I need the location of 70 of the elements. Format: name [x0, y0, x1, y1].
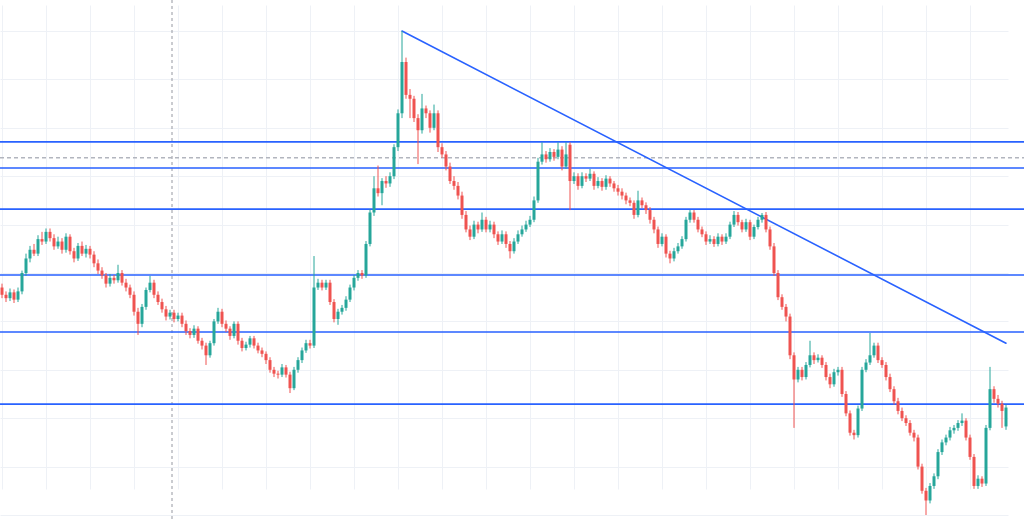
candlestick [600, 177, 604, 192]
candlestick [876, 342, 880, 364]
candlestick [552, 148, 556, 162]
candlestick [712, 235, 716, 248]
candlestick [4, 290, 8, 303]
candlestick [616, 184, 620, 197]
candlestick [376, 165, 380, 198]
candlestick [84, 244, 88, 259]
candlestick [336, 308, 340, 326]
candlestick [472, 220, 476, 240]
candlestick [64, 232, 68, 254]
candlestick [716, 232, 720, 247]
candlestick [1000, 400, 1004, 429]
candlestick [36, 234, 40, 257]
candlestick [584, 172, 588, 183]
candlestick [116, 264, 120, 284]
candlestick [868, 332, 872, 366]
candlestick [748, 219, 752, 241]
candlestick [520, 225, 524, 238]
candlestick [192, 324, 196, 339]
candlestick [760, 212, 764, 224]
candlestick [1004, 404, 1008, 431]
candlestick [744, 218, 748, 233]
candlestick [320, 279, 324, 291]
candlestick [32, 243, 36, 257]
candlestick [428, 109, 432, 134]
candlestick [8, 287, 12, 302]
candlestick [660, 232, 664, 247]
candlestick [108, 273, 112, 288]
candlestick [604, 174, 608, 191]
candlestick [432, 104, 436, 131]
candlestick [548, 147, 552, 163]
candlestick [188, 327, 192, 339]
candlestick [228, 325, 232, 341]
candlestick [620, 187, 624, 200]
candlestick [980, 475, 984, 488]
candlestick [184, 319, 188, 336]
candlestick [0, 283, 4, 299]
candlestick [592, 170, 596, 191]
candlestick [96, 258, 100, 275]
candlestick [812, 351, 816, 365]
candlestick [572, 171, 576, 185]
candlestick [168, 309, 172, 320]
candlestick [636, 190, 640, 218]
candlestick [220, 308, 224, 328]
candlestick [588, 168, 592, 182]
candlestick [596, 176, 600, 189]
candlestick [52, 233, 56, 251]
candlestick [288, 371, 292, 394]
candlestick [556, 141, 560, 160]
candlestick [632, 199, 636, 220]
candlestick [276, 370, 280, 380]
candlestick [420, 93, 424, 135]
candlestick [380, 177, 384, 206]
candlestick [564, 141, 568, 170]
candlestick [204, 342, 208, 366]
candlestick [480, 212, 484, 233]
candlestick [976, 474, 980, 490]
candlestick [60, 237, 64, 255]
candlestick [40, 231, 44, 246]
candlestick [664, 233, 668, 259]
candlestick [544, 150, 548, 164]
candlestick [720, 233, 724, 246]
candlestick [176, 312, 180, 322]
candlestick [708, 234, 712, 245]
candlestick [308, 339, 312, 349]
candlestick [560, 145, 564, 171]
candlestick [172, 309, 176, 323]
candlestick [324, 279, 328, 291]
candlestick [612, 180, 616, 193]
